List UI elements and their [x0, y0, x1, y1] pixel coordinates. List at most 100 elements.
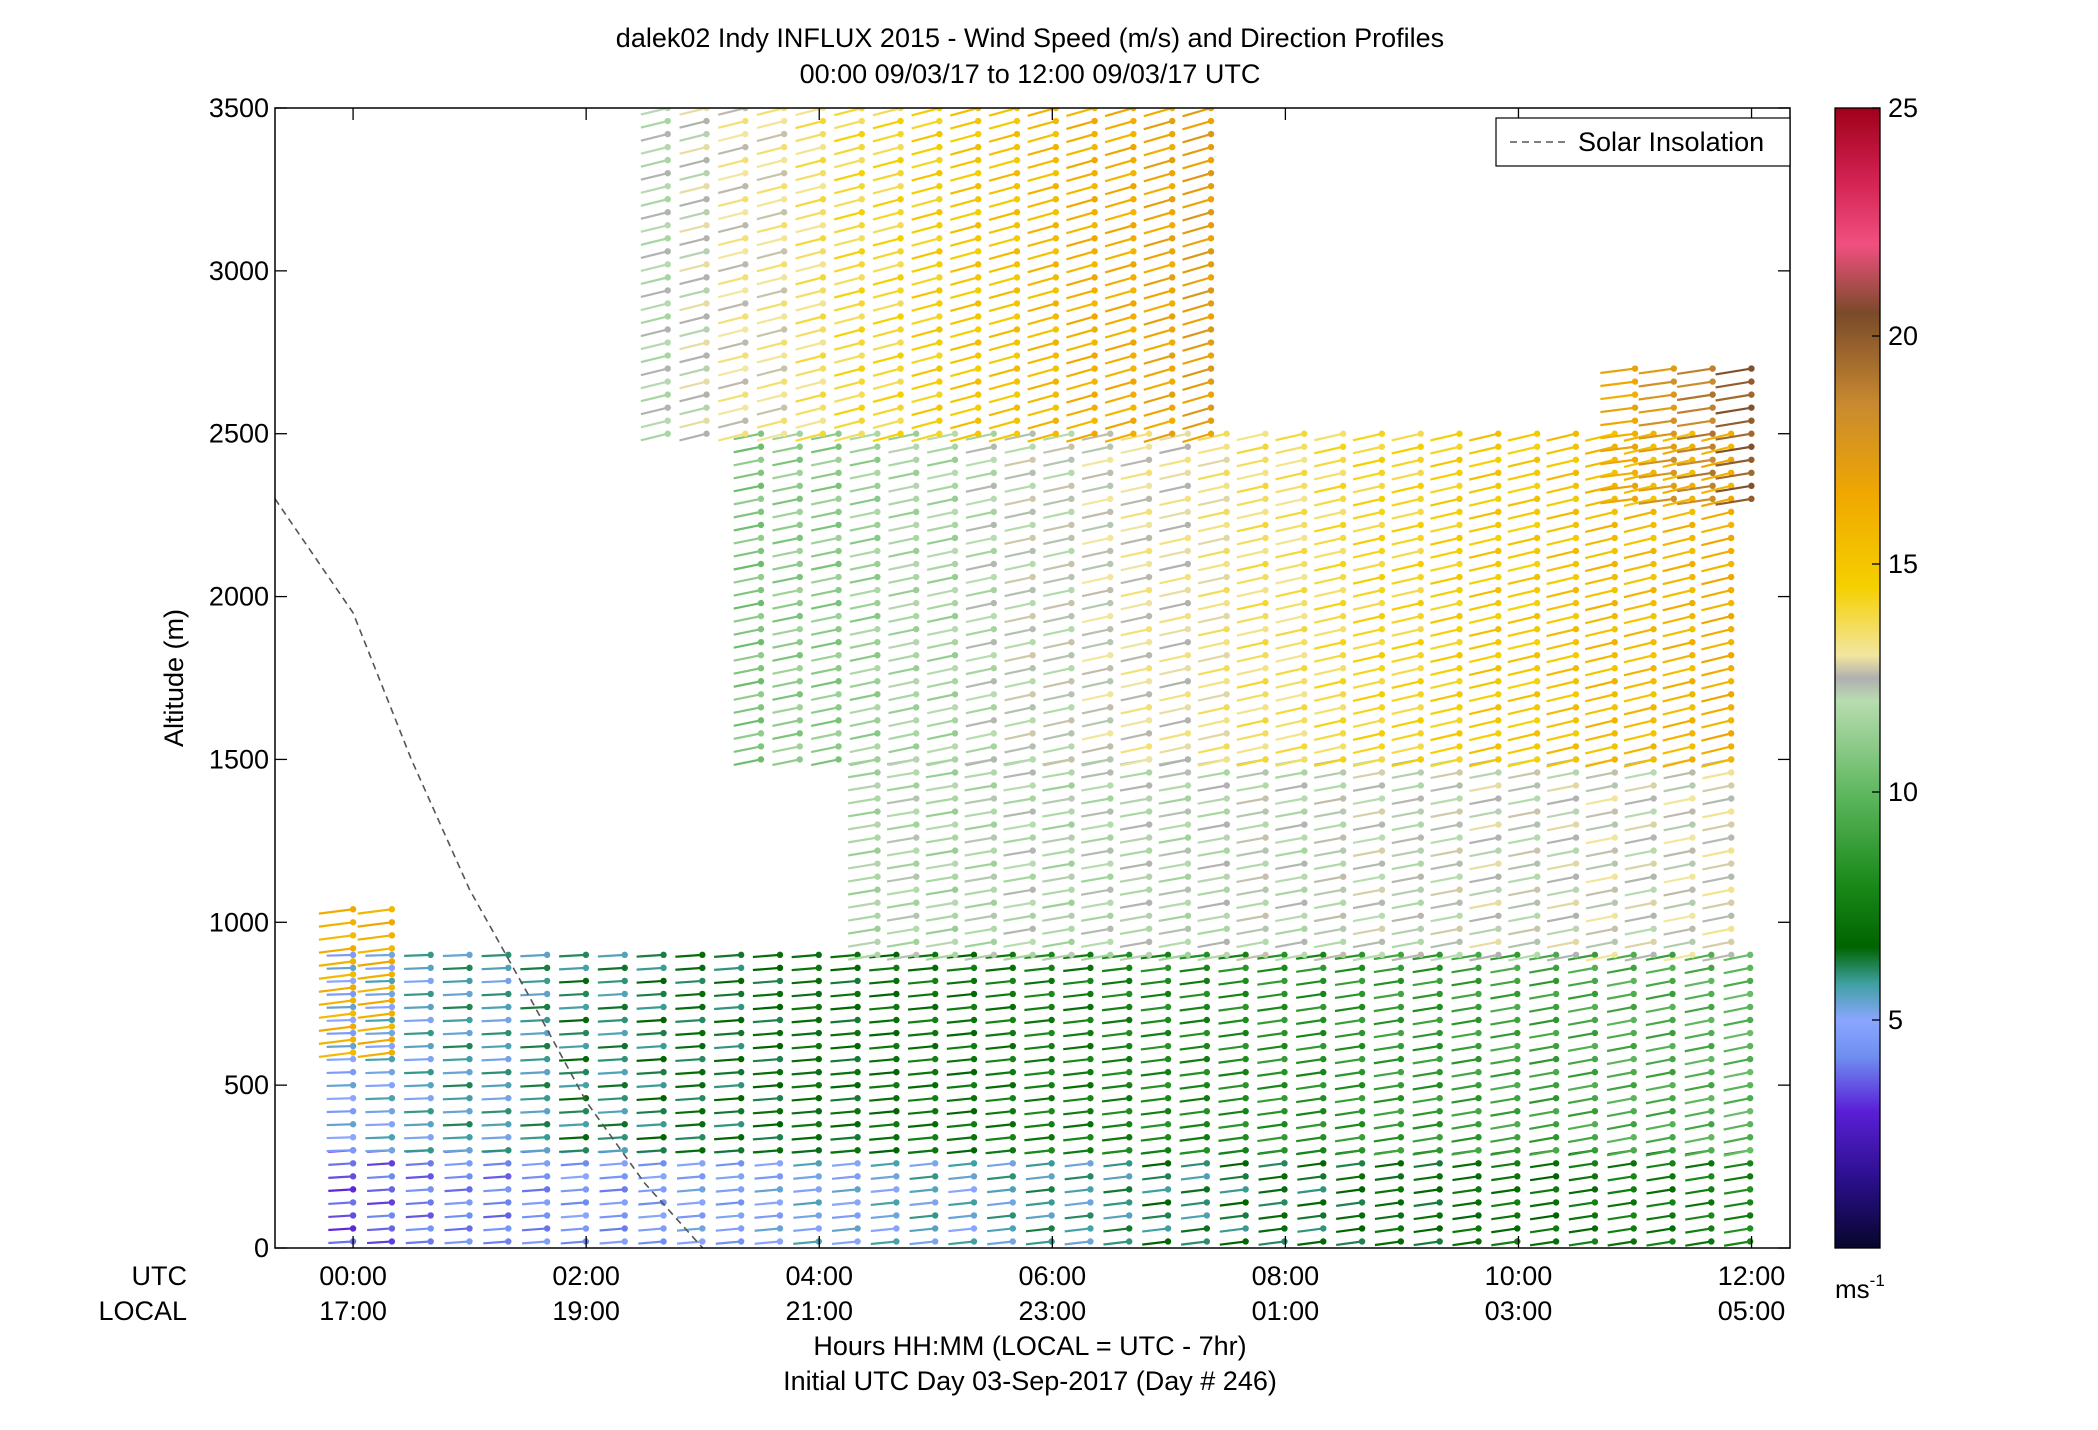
wind-barb-point	[1262, 482, 1269, 490]
wind-barb-point	[1475, 1081, 1482, 1089]
wind-barb	[483, 1227, 509, 1232]
wind-barb-point	[1378, 925, 1386, 932]
wind-barb-point	[1339, 756, 1347, 763]
wind-barb	[717, 224, 746, 234]
wind-barb	[1430, 875, 1460, 884]
wind-barb	[1567, 1058, 1596, 1065]
wind-barb	[597, 1018, 625, 1023]
wind-barb-point	[1145, 495, 1153, 503]
wind-barb-point	[1495, 508, 1502, 516]
wind-barb-point	[1552, 964, 1560, 972]
wind-barb	[1701, 706, 1732, 716]
wind-barb-point	[951, 573, 959, 581]
wind-barb	[326, 1123, 354, 1127]
wind-barb	[1027, 289, 1057, 300]
wind-barb-point	[1591, 964, 1599, 972]
wind-barb	[675, 992, 703, 997]
wind-barb-point	[1339, 730, 1347, 737]
wind-barb-point	[1611, 769, 1619, 776]
wind-barb-point	[1164, 1147, 1172, 1154]
wind-barb	[1412, 953, 1440, 961]
wind-barb-point	[1611, 886, 1619, 893]
wind-barb	[1313, 471, 1344, 481]
wind-barb-point	[1130, 261, 1137, 268]
wind-barb-point	[1145, 612, 1153, 620]
wind-barb-point	[1068, 834, 1075, 841]
wind-barb-point	[990, 756, 998, 763]
wind-barb-point	[388, 1010, 396, 1017]
wind-barb-point	[742, 169, 749, 177]
wind-barb	[1469, 953, 1499, 962]
wind-barb	[1391, 497, 1421, 507]
wind-barb	[404, 953, 431, 957]
wind-barb-point	[1378, 951, 1386, 959]
wind-barb	[1723, 966, 1751, 975]
wind-barb	[1297, 1214, 1324, 1220]
wind-barb-point	[466, 977, 473, 985]
wind-barb-point	[466, 1108, 473, 1115]
wind-barb	[1723, 1201, 1751, 1208]
wind-barb	[964, 823, 995, 831]
wind-barb-point	[874, 560, 881, 568]
wind-barb-point	[1358, 1238, 1366, 1245]
wind-barb-point	[1068, 756, 1075, 763]
wind-barb	[521, 1214, 548, 1219]
wind-barb-point	[1591, 990, 1599, 998]
wind-barb	[1143, 119, 1173, 131]
wind-barb	[1623, 719, 1654, 729]
wind-barb	[1120, 745, 1150, 754]
wind-barb-point	[1107, 495, 1114, 503]
wind-barb-point	[1145, 769, 1153, 776]
wind-barb-point	[897, 287, 904, 294]
wind-barb-point	[1650, 795, 1657, 802]
wind-barb-point	[1533, 456, 1541, 463]
wind-barb	[1080, 953, 1111, 962]
wind-barb	[675, 1031, 703, 1037]
wind-barb-point	[1009, 977, 1017, 985]
wind-barb-point	[936, 182, 943, 190]
wind-barb	[1568, 1175, 1596, 1182]
wind-barb-point	[1669, 1212, 1676, 1219]
wind-barb	[1004, 706, 1033, 715]
wind-barb-point	[703, 156, 710, 164]
wind-barb	[872, 146, 901, 156]
wind-barb	[926, 641, 956, 650]
wind-barb	[833, 432, 863, 442]
wind-barb	[559, 1149, 586, 1153]
wind-barb	[1391, 745, 1421, 755]
wind-barb	[1568, 1188, 1596, 1195]
wind-barb-point	[1630, 1029, 1637, 1037]
wind-barb	[1584, 562, 1615, 573]
wind-barb-point	[1358, 1108, 1366, 1115]
wind-barb	[1490, 1123, 1518, 1130]
wind-barb-point	[1091, 143, 1098, 151]
wind-barb-point	[1126, 977, 1133, 985]
wind-barb-point	[1029, 599, 1036, 607]
wind-barb	[481, 1136, 509, 1140]
wind-barb	[988, 302, 1018, 313]
wind-barb-point	[951, 769, 959, 776]
wind-barb-point	[835, 456, 842, 463]
wind-barb-point	[1436, 1003, 1443, 1011]
wind-barb-point	[913, 938, 920, 946]
wind-barb-point	[742, 235, 749, 242]
wind-barb-point	[1130, 235, 1137, 242]
wind-barb-point	[893, 1029, 900, 1037]
wind-barb-point	[951, 665, 959, 672]
wind-barb-point	[1631, 378, 1639, 385]
wind-barb	[1606, 1044, 1634, 1053]
wind-barb-point	[466, 1121, 473, 1128]
wind-barb	[318, 973, 354, 980]
wind-barb	[1043, 445, 1072, 454]
wind-barb	[1624, 836, 1654, 845]
wind-barb	[1064, 1227, 1091, 1233]
wind-barb	[318, 947, 354, 954]
wind-barb	[1143, 380, 1173, 391]
wind-barb	[965, 758, 995, 767]
wind-barb-point	[1495, 652, 1502, 659]
wind-barb-point	[1746, 1016, 1754, 1024]
wind-barb	[1662, 719, 1693, 729]
wind-barb-point	[893, 1094, 900, 1102]
wind-barb	[965, 706, 995, 715]
wind-barb-point	[1009, 1121, 1017, 1128]
